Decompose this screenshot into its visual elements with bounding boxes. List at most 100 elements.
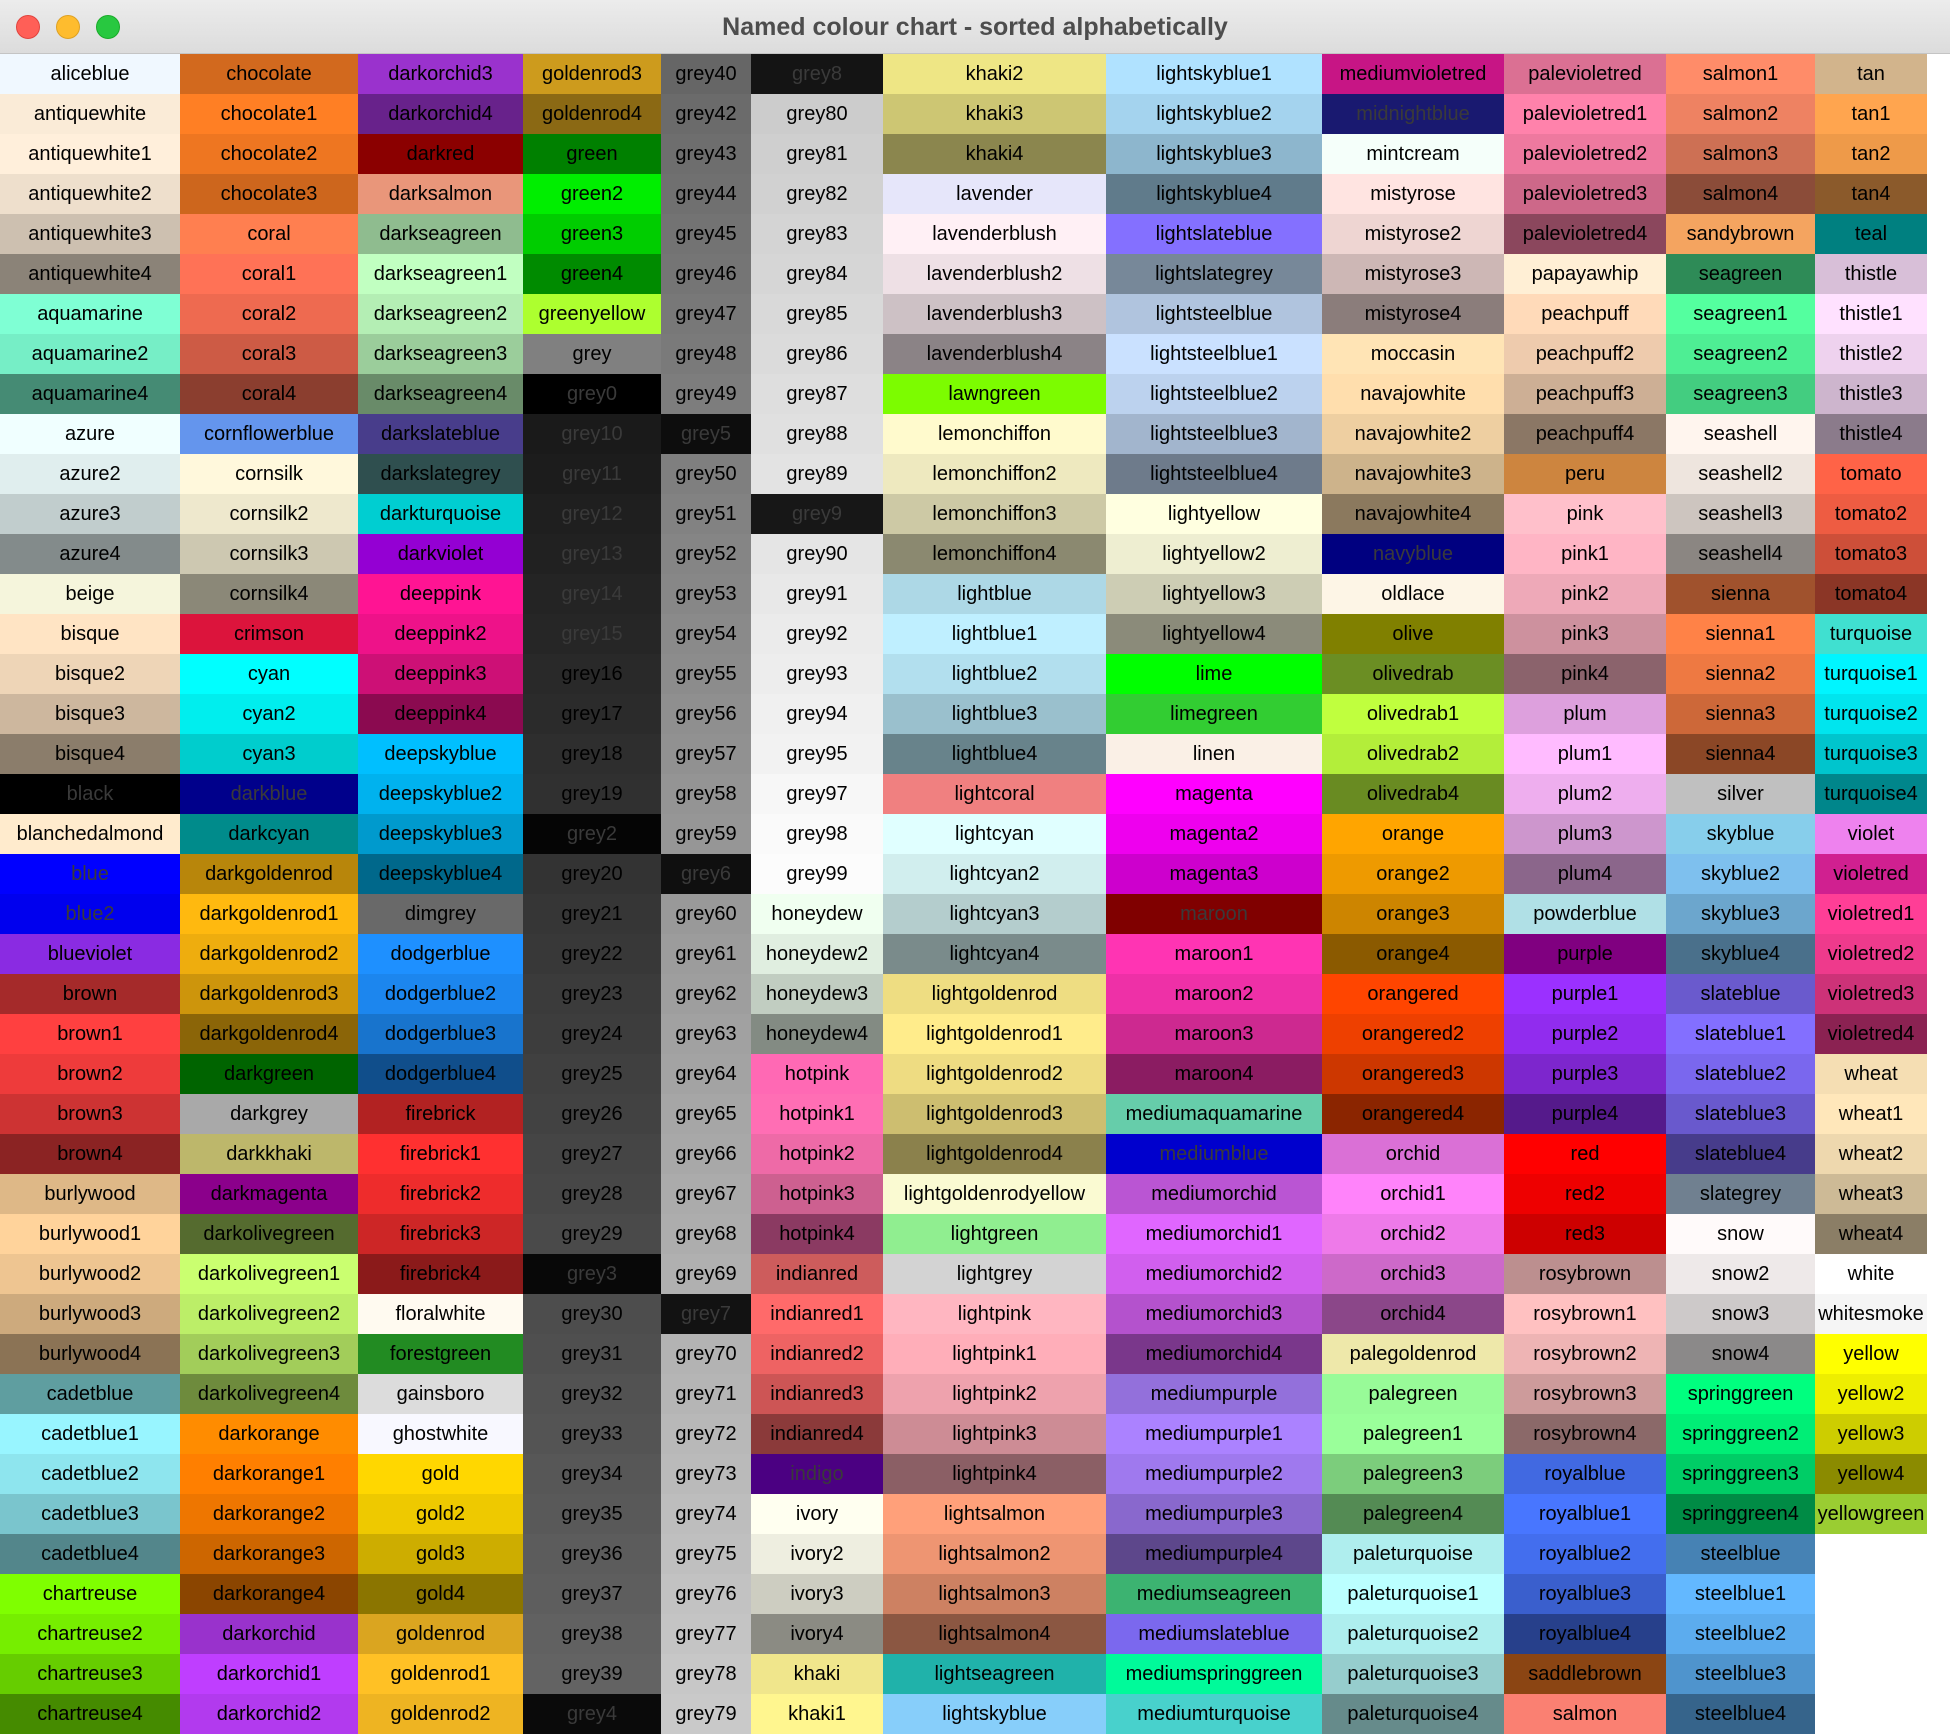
colour-swatch: darkorchid4 (358, 94, 523, 134)
colour-swatch: antiquewhite4 (0, 254, 180, 294)
colour-swatch: lightgoldenrodyellow (883, 1174, 1106, 1214)
colour-swatch: grey58 (661, 774, 751, 814)
colour-swatch: violetred2 (1815, 934, 1927, 974)
colour-column: palevioletred palevioletred1 palevioletred… (1504, 54, 1666, 1736)
colour-swatch: honeydew (751, 894, 883, 934)
colour-swatch: goldenrod2 (358, 1694, 523, 1734)
colour-swatch: rosybrown (1504, 1254, 1666, 1294)
colour-swatch: darkgreen (180, 1054, 358, 1094)
colour-swatch: grey98 (751, 814, 883, 854)
colour-swatch: grey40 (661, 54, 751, 94)
colour-swatch: darkslategrey (358, 454, 523, 494)
colour-swatch: lightgreen (883, 1214, 1106, 1254)
colour-swatch: royalblue1 (1504, 1494, 1666, 1534)
colour-swatch: palevioletred4 (1504, 214, 1666, 254)
colour-swatch: navyblue (1322, 534, 1504, 574)
colour-swatch: indianred (751, 1254, 883, 1294)
colour-swatch: grey55 (661, 654, 751, 694)
colour-swatch: sandybrown (1666, 214, 1815, 254)
colour-swatch: hotpink (751, 1054, 883, 1094)
colour-swatch: navajowhite (1322, 374, 1504, 414)
colour-swatch: plum1 (1504, 734, 1666, 774)
colour-swatch: grey72 (661, 1414, 751, 1454)
colour-swatch: navajowhite4 (1322, 494, 1504, 534)
colour-swatch: grey23 (523, 974, 661, 1014)
colour-swatch: palegreen1 (1322, 1414, 1504, 1454)
colour-swatch: lemonchiffon2 (883, 454, 1106, 494)
colour-swatch: yellow4 (1815, 1454, 1927, 1494)
colour-swatch: grey97 (751, 774, 883, 814)
colour-swatch: magenta3 (1106, 854, 1322, 894)
colour-swatch: cornsilk4 (180, 574, 358, 614)
colour-swatch: midnightblue (1322, 94, 1504, 134)
colour-swatch: salmon2 (1666, 94, 1815, 134)
colour-swatch: peachpuff (1504, 294, 1666, 334)
colour-swatch: powderblue (1504, 894, 1666, 934)
minimize-button[interactable] (56, 15, 80, 39)
colour-swatch: whitesmoke (1815, 1294, 1927, 1334)
colour-swatch: grey64 (661, 1054, 751, 1094)
colour-swatch: grey69 (661, 1254, 751, 1294)
colour-swatch: cornsilk3 (180, 534, 358, 574)
colour-swatch: blueviolet (0, 934, 180, 974)
colour-swatch: grey18 (523, 734, 661, 774)
title-bar: Named colour chart - sorted alphabetical… (0, 0, 1950, 54)
colour-swatch: darkgoldenrod2 (180, 934, 358, 974)
colour-swatch: hotpink1 (751, 1094, 883, 1134)
colour-swatch: grey87 (751, 374, 883, 414)
colour-swatch: paleturquoise2 (1322, 1614, 1504, 1654)
colour-swatch: yellowgreen (1815, 1494, 1927, 1534)
colour-swatch: grey99 (751, 854, 883, 894)
colour-swatch: seagreen1 (1666, 294, 1815, 334)
colour-swatch: maroon4 (1106, 1054, 1322, 1094)
colour-swatch: grey34 (523, 1454, 661, 1494)
colour-swatch: springgreen (1666, 1374, 1815, 1414)
colour-swatch: darkorchid3 (358, 54, 523, 94)
colour-swatch: peachpuff2 (1504, 334, 1666, 374)
colour-swatch: peru (1504, 454, 1666, 494)
colour-swatch: grey31 (523, 1334, 661, 1374)
colour-swatch: darkblue (180, 774, 358, 814)
colour-swatch: indigo (751, 1454, 883, 1494)
colour-swatch: grey57 (661, 734, 751, 774)
colour-swatch: lightpink4 (883, 1454, 1106, 1494)
colour-swatch: coral1 (180, 254, 358, 294)
colour-swatch: hotpink3 (751, 1174, 883, 1214)
colour-swatch: tan2 (1815, 134, 1927, 174)
colour-swatch: lemonchiffon (883, 414, 1106, 454)
colour-grid: aliceblue antiquewhite antiquewhite1 antiqu… (0, 54, 1950, 1736)
colour-swatch: mediumblue (1106, 1134, 1322, 1174)
colour-swatch: maroon2 (1106, 974, 1322, 1014)
colour-swatch: grey10 (523, 414, 661, 454)
colour-swatch: darkseagreen (358, 214, 523, 254)
colour-swatch: lightsalmon (883, 1494, 1106, 1534)
colour-swatch: mediumorchid4 (1106, 1334, 1322, 1374)
colour-swatch: grey94 (751, 694, 883, 734)
colour-swatch: grey5 (661, 414, 751, 454)
maximize-button[interactable] (96, 15, 120, 39)
colour-swatch: lightblue4 (883, 734, 1106, 774)
colour-swatch: blue (0, 854, 180, 894)
colour-swatch: indianred4 (751, 1414, 883, 1454)
colour-swatch: coral (180, 214, 358, 254)
colour-swatch: pink3 (1504, 614, 1666, 654)
colour-column: grey8 grey80 grey81 grey82 grey83 grey84 grey8… (751, 54, 883, 1736)
colour-swatch: royalblue4 (1504, 1614, 1666, 1654)
colour-swatch: grey90 (751, 534, 883, 574)
colour-swatch: seashell3 (1666, 494, 1815, 534)
colour-swatch: grey36 (523, 1534, 661, 1574)
colour-swatch: lightcoral (883, 774, 1106, 814)
colour-swatch: magenta2 (1106, 814, 1322, 854)
colour-swatch: chocolate3 (180, 174, 358, 214)
colour-swatch: darkslateblue (358, 414, 523, 454)
colour-swatch: mediumpurple4 (1106, 1534, 1322, 1574)
colour-swatch: mistyrose4 (1322, 294, 1504, 334)
colour-swatch: cornsilk (180, 454, 358, 494)
colour-swatch: darksalmon (358, 174, 523, 214)
colour-swatch: mediumorchid1 (1106, 1214, 1322, 1254)
colour-swatch: tan1 (1815, 94, 1927, 134)
colour-swatch: cadetblue2 (0, 1454, 180, 1494)
close-button[interactable] (16, 15, 40, 39)
colour-swatch: grey59 (661, 814, 751, 854)
colour-swatch: steelblue1 (1666, 1574, 1815, 1614)
